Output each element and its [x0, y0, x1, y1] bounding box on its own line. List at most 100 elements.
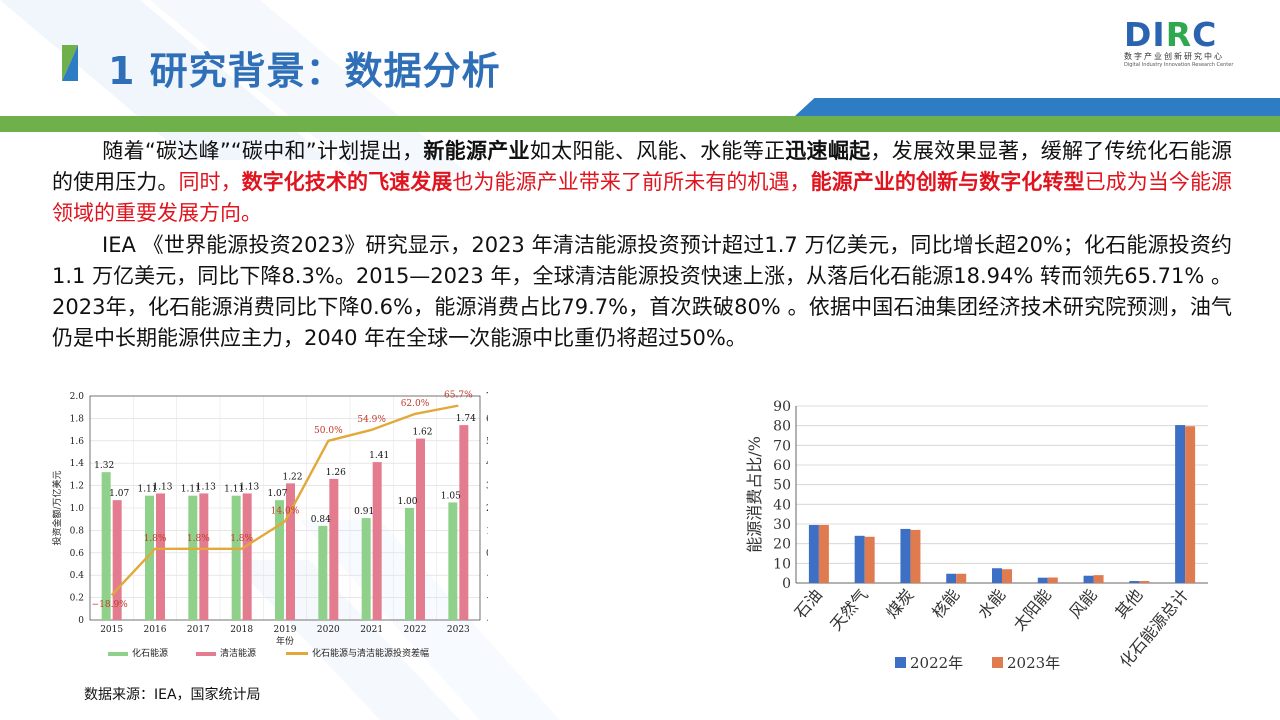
bar-clean [156, 493, 165, 620]
diff-line-label: −18.9% [92, 600, 129, 610]
y2-tick-label: 70 [486, 392, 488, 402]
bar-clean [112, 500, 122, 620]
y-tick-label: 90 [773, 399, 791, 415]
intro-bold-rising: 迅速崛起 [785, 139, 871, 163]
y2-tick-label: −20 [486, 594, 488, 604]
bar-fossil [145, 495, 154, 620]
y-tick-label: 40 [773, 497, 791, 513]
legend-label-clean: 清洁能源 [220, 647, 256, 659]
bar-2022 [992, 568, 1002, 583]
x-tick-label: 水能 [974, 585, 1009, 622]
bar-2022 [1129, 581, 1140, 583]
bar-clean-label: 1.07 [109, 489, 129, 499]
diff-line-label: 14.0% [271, 506, 300, 516]
bar-2022 [854, 535, 865, 583]
intro-text-3: 如太阳能、风能、水能等正 [529, 139, 786, 163]
x-tick-label: 2021 [360, 625, 383, 635]
y-tick-label: 1.4 [70, 459, 85, 469]
bar-2022 [1037, 577, 1048, 583]
x-tick-label: 2017 [187, 625, 210, 635]
bar-clean-label: 1.22 [282, 472, 302, 482]
header-band-green [0, 116, 1280, 132]
y-tick-label: 30 [773, 517, 791, 533]
y-tick-label: 70 [773, 438, 791, 454]
page-title: 1 研究背景：数据分析 [108, 49, 501, 93]
y-tick-label: 0 [782, 576, 791, 592]
legend-label-diff: 化石能源与清洁能源投资差幅 [312, 647, 429, 659]
y2-tick-label: 50 [486, 437, 488, 447]
bar-2023 [1093, 575, 1104, 583]
bar-fossil [231, 495, 241, 620]
y2-tick-label: −10 [486, 571, 488, 581]
y-tick-label: 1.2 [70, 482, 84, 492]
bar-fossil [101, 472, 111, 620]
logo-text: DIRC [1124, 15, 1218, 54]
bar-clean [459, 425, 469, 620]
bar-fossil-label: 0.91 [354, 507, 374, 517]
y-tick-label: 50 [773, 478, 791, 494]
y-tick-label: 0.4 [70, 571, 85, 581]
y2-tick-label: 30 [486, 482, 488, 492]
x-tick-label: 2020 [317, 625, 340, 635]
plot-frame [89, 395, 481, 621]
bar-2023 [910, 529, 921, 583]
diff-line-label: 54.9% [357, 415, 386, 425]
bar-fossil [405, 508, 414, 620]
y-axis-title: 能源消费占比/% [745, 436, 764, 553]
intro-red-bold-digital: 数字化技术的飞速发展 [241, 170, 453, 194]
y2-tick-label: 10 [486, 526, 488, 536]
paragraph-intro: 随着“碳达峰”“碳中和”计划提出，新能源产业如太阳能、风能、水能等正迅速崛起，发… [52, 136, 1232, 229]
y-tick-label: 1.6 [70, 437, 85, 447]
data-source: 数据来源：IEA，国家统计局 [84, 687, 261, 703]
bar-clean [416, 438, 425, 620]
legend-label-fossil: 化石能源 [132, 647, 168, 659]
bar-fossil-label: 1.32 [94, 461, 114, 471]
diff-line-label: 1.8% [144, 534, 167, 544]
investment-chart: 0 0.2 0.4 0.6 0.8 1.0 1.2 1.4 1.6 1.8 2.0 −30 −20 −10… [51, 391, 488, 659]
y2-tick-label: 20 [486, 504, 488, 514]
legend-swatch-clean [196, 652, 216, 656]
legend-swatch-diff [286, 652, 308, 655]
diff-line-label: 62.0% [401, 399, 430, 409]
bar-fossil [188, 495, 198, 620]
y-tick-label: 10 [773, 556, 791, 572]
logo-subtitle-cn: 数字产业创新研究中心 [1124, 52, 1224, 61]
y-tick-label: 2.0 [70, 392, 85, 402]
x-tick-label: 其他 [1111, 585, 1146, 622]
y-tick-label: 0.8 [70, 526, 85, 536]
bar-clean-label: 1.13 [196, 482, 216, 492]
bar-fossil [361, 518, 371, 620]
x-axis-title: 年份 [276, 635, 294, 647]
x-tick-label: 2016 [144, 625, 167, 635]
legend-swatch-2022 [895, 657, 906, 668]
bar-fossil-label: 1.07 [267, 489, 287, 499]
y-axis-title: 投资金额/万亿美元 [51, 470, 63, 545]
diff-line [110, 404, 459, 596]
bar-2022 [946, 573, 957, 583]
iea-text: IEA 《世界能源投资2023》研究显示，2023 年清洁能源投资预计超过1.7… [52, 233, 1232, 350]
bar-2022 [900, 528, 911, 583]
y-tick-label: 1.0 [70, 504, 85, 514]
y-tick-label: 20 [773, 537, 791, 553]
bar-clean [199, 493, 209, 620]
y2-tick-label: −30 [486, 616, 488, 626]
y2-tick-label: 40 [486, 459, 488, 469]
y-tick-label: 0 [78, 616, 84, 626]
intro-bold-new-energy: 新能源产业 [423, 139, 530, 163]
x-tick-label: 天然气 [826, 585, 871, 634]
bar-clean [286, 483, 295, 620]
bar-2023 [1185, 426, 1196, 583]
bar-fossil-label: 1.05 [441, 491, 461, 501]
bar-clean [329, 478, 339, 620]
legend-label-2022: 2022年 [910, 654, 963, 672]
bar-2022 [808, 524, 819, 583]
title-accent-icon [62, 45, 78, 81]
intro-red-bold-transform: 能源产业的创新与数字化转型 [810, 170, 1085, 194]
bar-clean-label: 1.26 [326, 468, 346, 478]
intro-red-1: 同时， [178, 170, 242, 194]
bar-fossil-label: 1.11 [224, 485, 244, 495]
legend-swatch-fossil [108, 652, 128, 656]
bar-2023 [1139, 581, 1150, 583]
x-tick-label: 风能 [1065, 585, 1100, 622]
